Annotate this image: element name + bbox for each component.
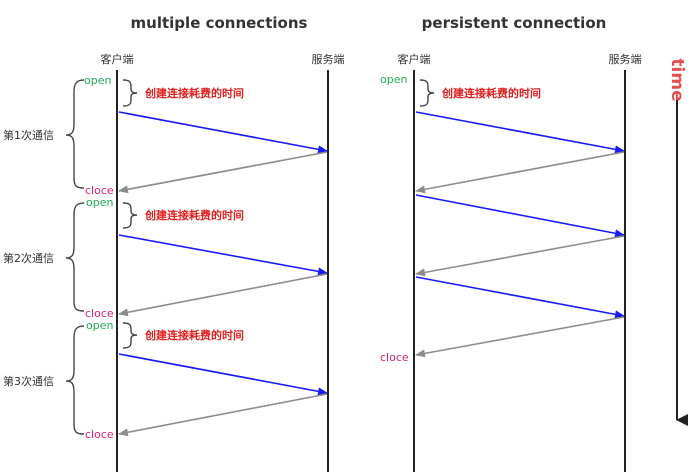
request-arrow	[118, 111, 328, 154]
round-brace	[65, 202, 85, 312]
open-latency-brace	[122, 79, 138, 107]
response-arrow	[415, 316, 625, 358]
request-arrow	[415, 111, 625, 154]
round-brace	[65, 79, 85, 189]
client-label-right: 客户端	[398, 52, 431, 66]
latency-label: 创建连接耗费的时间	[441, 86, 541, 100]
round-1-label: 第1次通信	[3, 128, 54, 142]
close-label: cloce	[380, 351, 409, 364]
response-arrow	[118, 393, 328, 437]
request-arrow	[118, 353, 328, 396]
multiple-connections-title: multiple connections	[131, 14, 308, 32]
close-label: cloce	[85, 184, 114, 197]
client-label-left: 客户端	[101, 52, 134, 66]
persistent-connection-title: persistent connection	[422, 14, 607, 32]
server-label-right: 服务端	[609, 53, 642, 66]
response-arrow	[415, 235, 625, 277]
open-label: open	[86, 196, 113, 209]
open-latency-brace	[419, 79, 435, 107]
latency-label: 创建连接耗费的时间	[144, 86, 244, 100]
request-arrow	[415, 194, 625, 238]
round-3-label: 第3次通信	[3, 374, 54, 388]
open-label: open	[84, 74, 111, 87]
round-2-label: 第2次通信	[3, 251, 54, 265]
server-label-left: 服务端	[312, 53, 345, 66]
request-arrow	[118, 234, 328, 276]
open-label: open	[86, 319, 113, 332]
response-arrow	[415, 151, 625, 194]
close-label: cloce	[85, 307, 114, 320]
open-latency-brace	[122, 322, 138, 349]
request-arrow	[415, 276, 625, 319]
round-brace	[65, 325, 85, 435]
response-arrow	[118, 273, 328, 317]
latency-label: 创建连接耗费的时间	[144, 208, 244, 222]
open-latency-brace	[122, 202, 138, 229]
latency-label: 创建连接耗费的时间	[144, 328, 244, 342]
time-label: time	[667, 58, 687, 101]
open-label: open	[380, 73, 407, 86]
close-label: cloce	[85, 428, 114, 441]
response-arrow	[118, 151, 328, 194]
